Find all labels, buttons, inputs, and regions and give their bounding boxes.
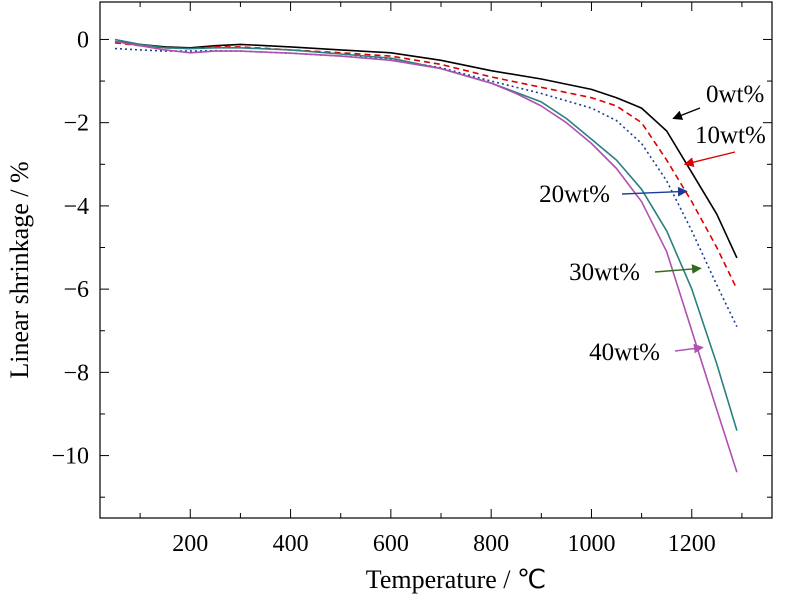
annotation-arrow (683, 151, 736, 167)
y-tick-label: −10 (51, 444, 89, 470)
y-axis-title: Linear shrinkage / % (5, 161, 34, 378)
y-ticks: 0 −2 −4 −6 −8 −10 (51, 27, 772, 498)
x-tick-label: 1200 (668, 531, 716, 557)
x-tick-label: 400 (273, 531, 309, 557)
series-line-10wtpct (114, 42, 738, 290)
x-tick-label: 600 (373, 531, 409, 557)
series-line-20wtpct (114, 47, 738, 327)
x-axis-title: Temperature / ℃ (366, 565, 546, 594)
x-tick-label: 1000 (567, 531, 615, 557)
annotation-arrow (654, 264, 702, 274)
y-tick-label: −8 (63, 360, 89, 386)
series-line-0wtpct (114, 40, 738, 259)
series-lines (114, 38, 738, 473)
annotation-label-10wtpct: 10wt% (695, 122, 766, 149)
annotation-label-30wtpct: 30wt% (569, 259, 640, 286)
annotation-label-20wtpct: 20wt% (539, 181, 610, 208)
annotation-label-40wtpct: 40wt% (589, 339, 660, 366)
annotation-arrow (674, 343, 704, 354)
series-line-40wtpct (114, 40, 738, 473)
x-tick-label: 800 (473, 531, 509, 557)
annotation-arrow (672, 107, 701, 120)
y-tick-label: −6 (63, 277, 89, 303)
annotation-label-0wtpct: 0wt% (706, 81, 764, 108)
y-tick-label: 0 (77, 27, 89, 53)
plot-border (99, 1, 773, 519)
y-tick-label: −2 (63, 111, 89, 137)
series-line-30wtpct (114, 38, 738, 431)
x-tick-label: 200 (172, 531, 208, 557)
x-ticks: 200 400 600 800 1000 1200 (139, 2, 743, 557)
annotation-arrow (621, 186, 688, 197)
plot-frame (99, 1, 773, 519)
annotations: 0wt% 10wt% 20wt% 30wt% 40wt% (539, 81, 766, 366)
y-tick-label: −4 (63, 194, 89, 220)
